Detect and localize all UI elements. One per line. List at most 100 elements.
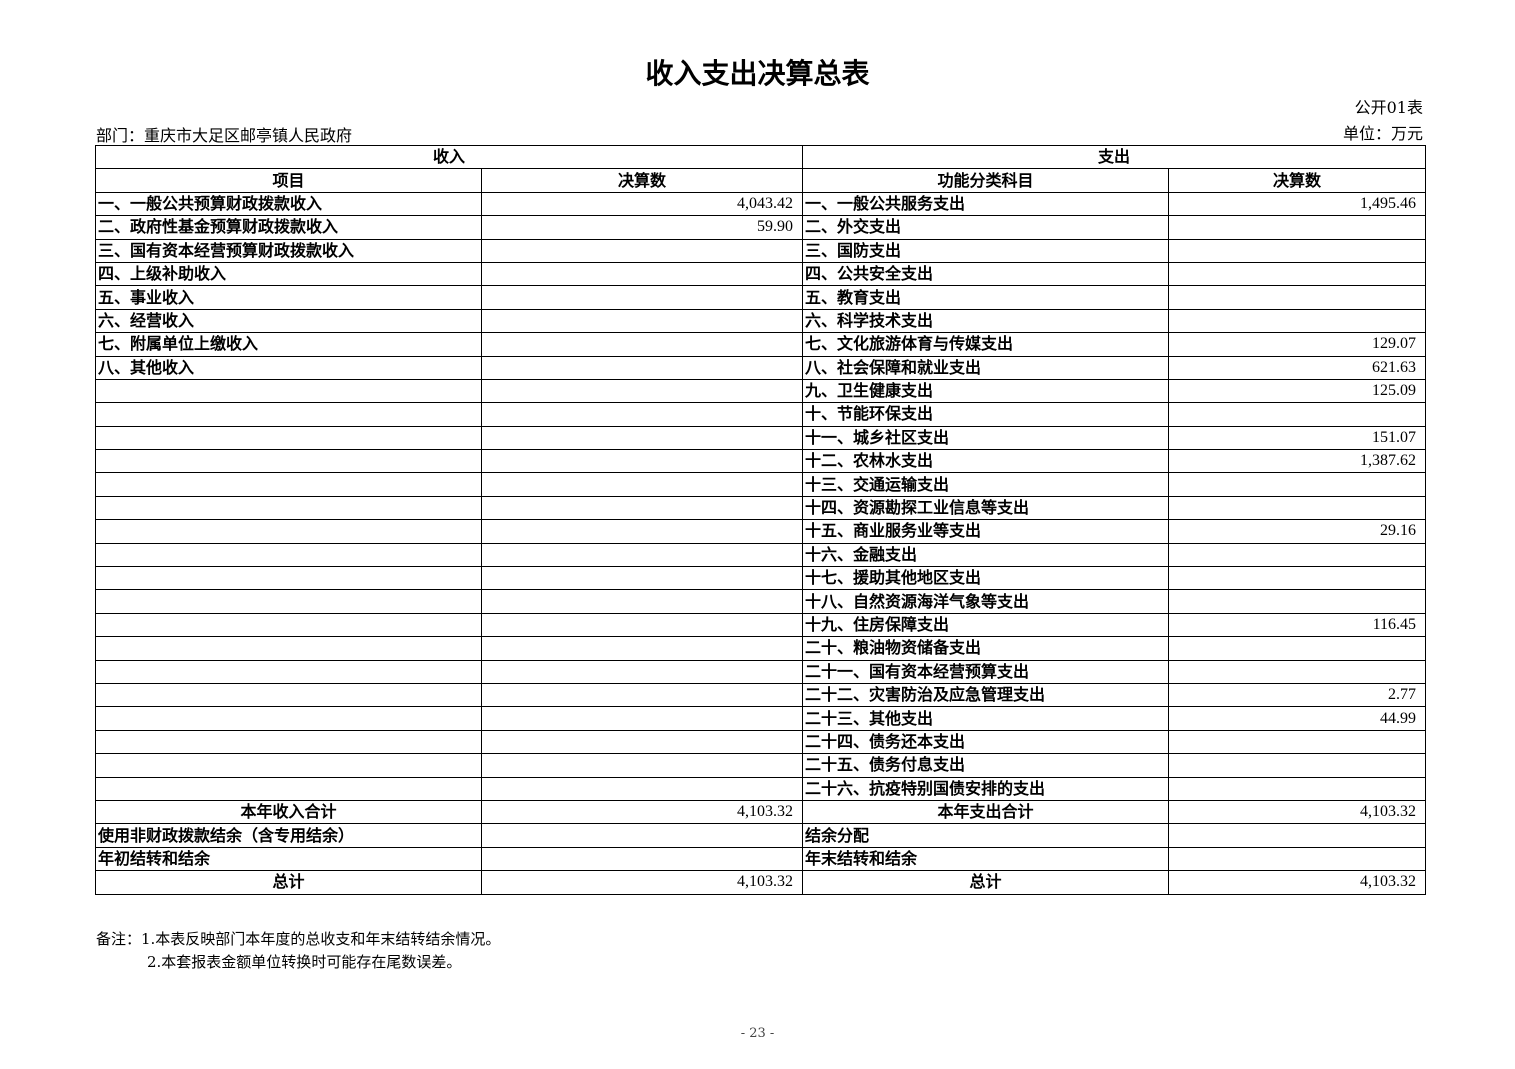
expense-item: 二十六、抗疫特别国债安排的支出 — [802, 776, 1170, 801]
expense-item: 二十五、债务付息支出 — [802, 753, 1170, 778]
expense-amount: 44.99 — [1168, 706, 1427, 731]
table-row: 十、节能环保支出 — [95, 402, 1427, 427]
expense-item: 十四、资源勘探工业信息等支出 — [802, 495, 1170, 521]
amount2-header: 决算数 — [1168, 168, 1427, 193]
expense-amount — [1168, 589, 1427, 614]
expense-item: 十、节能环保支出 — [802, 402, 1170, 427]
expense-amount: 4,103.32 — [1168, 799, 1427, 825]
income-item — [95, 566, 482, 591]
income-item: 五、事业收入 — [95, 285, 482, 310]
expense-amount: 151.07 — [1168, 425, 1427, 451]
table-row: 二十六、抗疫特别国债安排的支出 — [95, 776, 1427, 801]
section-header-row: 收入 支出 — [94, 144, 1427, 170]
table-row: 二十一、国有资本经营预算支出 — [95, 659, 1427, 684]
table-row: 二十四、债务还本支出 — [95, 729, 1427, 755]
income-amount — [480, 285, 804, 310]
expense-item: 十二、农林水支出 — [802, 449, 1170, 474]
table-row: 二十三、其他支出 44.99 — [95, 706, 1427, 731]
table-row: 五、事业收入 五、教育支出 — [95, 285, 1427, 310]
table-number: 公开01表 — [1354, 98, 1423, 117]
income-item: 年初结转和结余 — [95, 846, 482, 872]
income-amount — [480, 753, 804, 778]
expense-amount — [1168, 823, 1427, 848]
expense-amount — [1168, 659, 1427, 684]
note-1: 备注：1.本表反映部门本年度的总收支和年末结转结余情况。 — [96, 930, 501, 948]
expense-amount — [1168, 238, 1427, 263]
income-amount — [480, 682, 804, 708]
expense-item: 十三、交通运输支出 — [802, 472, 1170, 497]
income-amount — [480, 706, 804, 731]
expense-item: 十八、自然资源海洋气象等支出 — [802, 589, 1170, 614]
income-amount — [480, 332, 804, 357]
expense-item: 一、一般公共服务支出 — [802, 191, 1170, 217]
expense-item: 三、国防支出 — [802, 238, 1170, 263]
table-row: 十一、城乡社区支出 151.07 — [95, 425, 1427, 451]
income-amount — [480, 238, 804, 263]
income-item — [95, 425, 482, 451]
expense-item: 二十四、债务还本支出 — [802, 729, 1170, 755]
expense-item: 十一、城乡社区支出 — [802, 425, 1170, 451]
income-item — [95, 449, 482, 474]
income-item: 使用非财政拨款结余（含专用结余） — [95, 823, 482, 848]
income-item: 七、附属单位上缴收入 — [95, 332, 482, 357]
income-item — [95, 682, 482, 708]
income-item — [95, 636, 482, 661]
income-amount — [480, 542, 804, 568]
table-row: 二十二、灾害防治及应急管理支出 2.77 — [95, 682, 1427, 708]
income-item: 四、上级补助收入 — [95, 261, 482, 287]
item-header: 项目 — [95, 168, 482, 193]
income-amount — [480, 636, 804, 661]
expense-amount: 621.63 — [1168, 355, 1427, 380]
expense-amount — [1168, 542, 1427, 568]
expense-item: 九、卫生健康支出 — [802, 378, 1170, 404]
expense-item: 十五、商业服务业等支出 — [802, 519, 1170, 544]
expense-amount — [1168, 495, 1427, 521]
expense-amount — [1168, 776, 1427, 801]
table-row: 十二、农林水支出 1,387.62 — [95, 449, 1427, 474]
income-amount — [480, 261, 804, 287]
income-item — [95, 659, 482, 684]
income-item — [95, 753, 482, 778]
income-amount: 4,103.32 — [480, 799, 804, 825]
expense-item: 结余分配 — [802, 823, 1170, 848]
income-item — [95, 378, 482, 404]
department: 部门：重庆市大足区邮亭镇人民政府 — [96, 126, 353, 145]
income-amount — [480, 566, 804, 591]
table-row: 十七、援助其他地区支出 — [95, 566, 1427, 591]
income-amount: 4,043.42 — [480, 191, 804, 217]
expense-amount: 4,103.32 — [1168, 870, 1427, 895]
summary-row: 使用非财政拨款结余（含专用结余） 结余分配 — [95, 823, 1427, 848]
column-header-row: 项目 决算数 功能分类科目 决算数 — [95, 168, 1427, 193]
table-row: 七、附属单位上缴收入 七、文化旅游体育与传媒支出 129.07 — [95, 332, 1427, 357]
summary-row: 本年收入合计 4,103.32 本年支出合计 4,103.32 — [95, 799, 1427, 825]
unit-label: 单位：万元 — [1342, 124, 1423, 143]
expense-amount: 1,387.62 — [1168, 449, 1427, 474]
expense-item: 本年支出合计 — [802, 799, 1170, 825]
expense-amount — [1168, 846, 1427, 872]
income-amount — [480, 589, 804, 614]
expense-item: 十九、住房保障支出 — [802, 612, 1170, 638]
table-row: 十五、商业服务业等支出 29.16 — [95, 519, 1427, 544]
expense-item: 十六、金融支出 — [802, 542, 1170, 568]
income-header: 收入 — [94, 144, 804, 170]
income-amount: 4,103.32 — [480, 870, 804, 895]
income-item: 六、经营收入 — [95, 308, 482, 334]
income-item — [95, 589, 482, 614]
page-title: 收入支出决算总表 — [645, 57, 870, 90]
income-item: 八、其他收入 — [95, 355, 482, 380]
income-amount — [480, 308, 804, 334]
income-item — [95, 542, 482, 568]
page-number: - 23 - — [740, 1026, 775, 1041]
expense-amount — [1168, 261, 1427, 287]
expense-item: 二十、粮油物资储备支出 — [802, 636, 1170, 661]
income-item — [95, 519, 482, 544]
table-row: 十六、金融支出 — [95, 542, 1427, 568]
table-row: 九、卫生健康支出 125.09 — [95, 378, 1427, 404]
income-amount — [480, 776, 804, 801]
table-row: 二十五、债务付息支出 — [95, 753, 1427, 778]
income-amount — [480, 729, 804, 755]
expense-item: 五、教育支出 — [802, 285, 1170, 310]
table-row: 十八、自然资源海洋气象等支出 — [95, 589, 1427, 614]
income-item: 二、政府性基金预算财政拨款收入 — [95, 215, 482, 240]
expense-header: 支出 — [802, 144, 1427, 170]
